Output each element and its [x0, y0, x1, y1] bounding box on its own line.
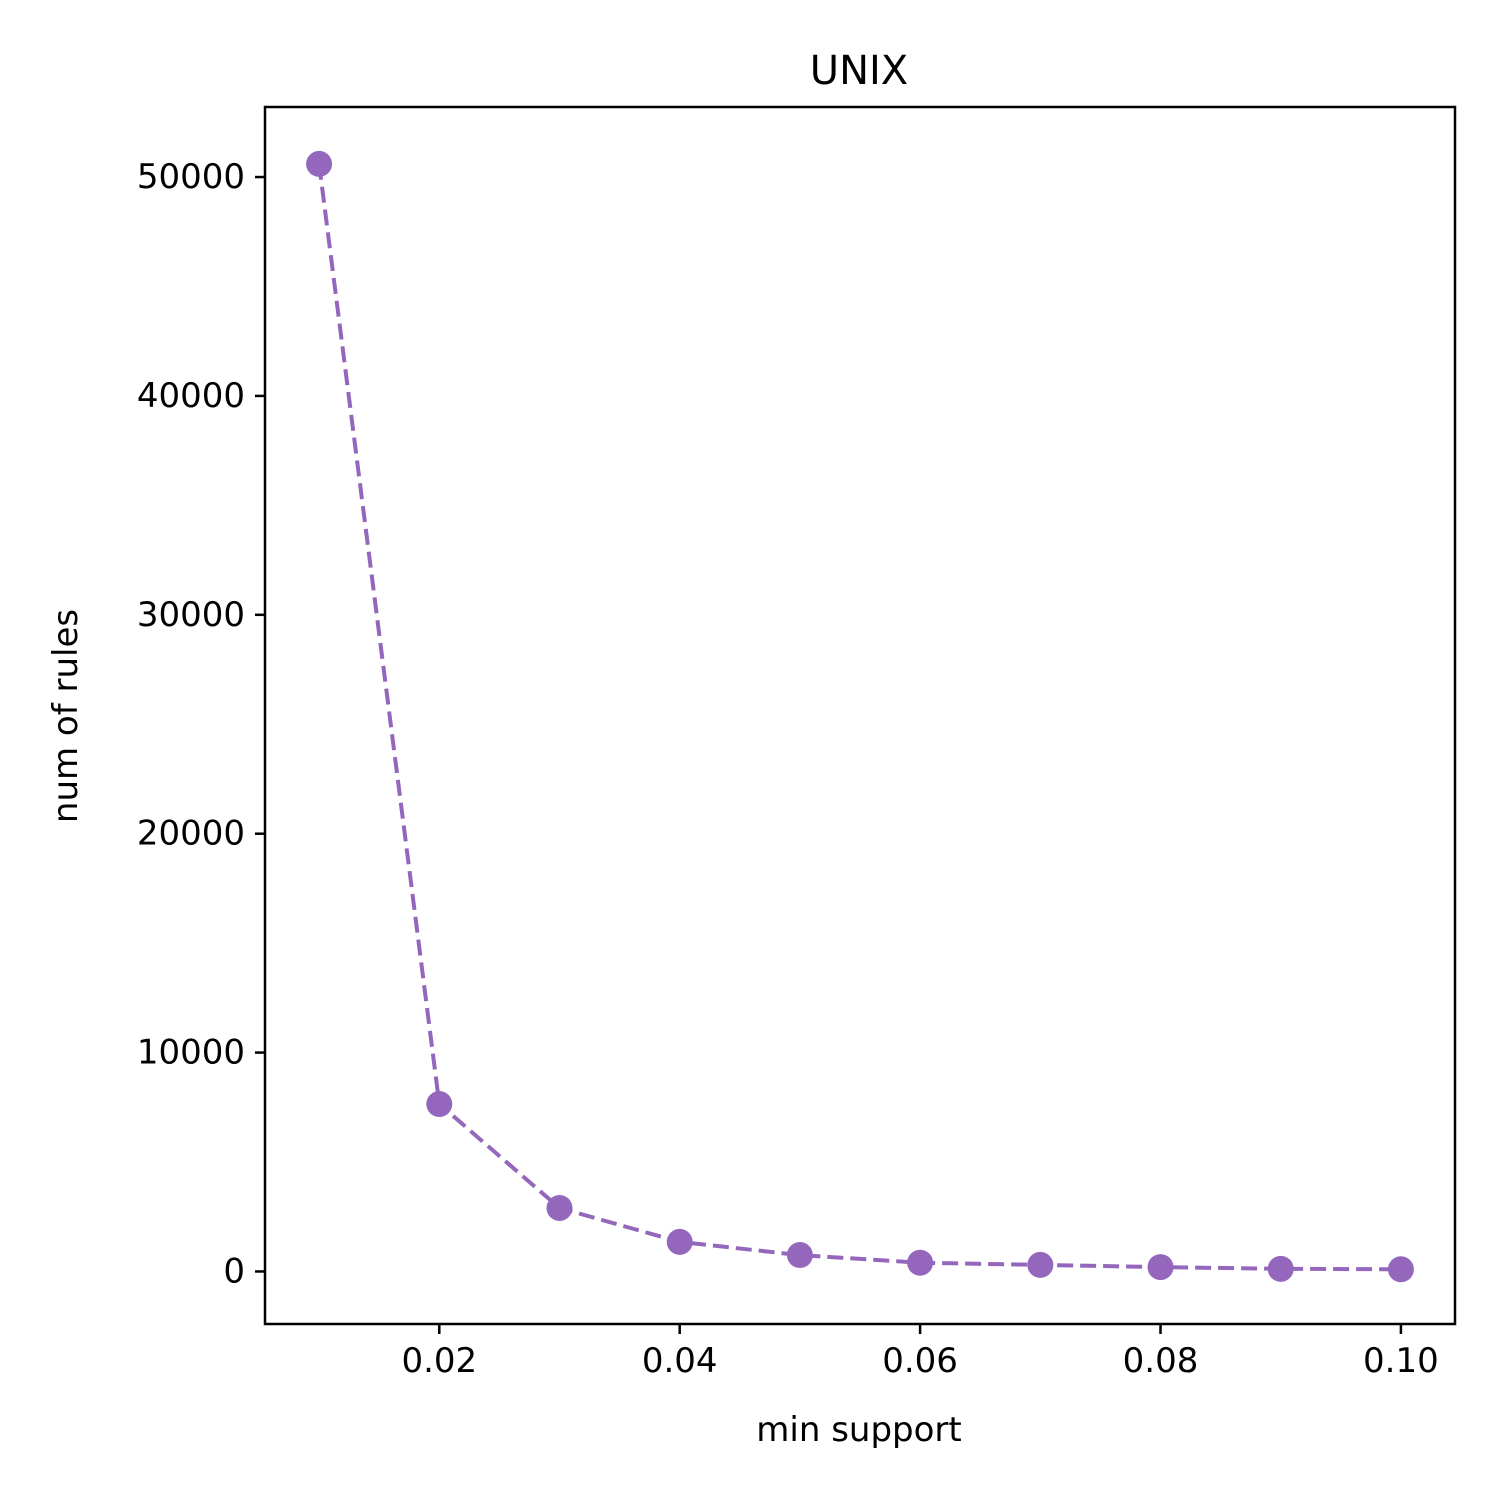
x-axis-label: min support	[756, 1410, 961, 1450]
y-tick-label: 30000	[137, 595, 245, 635]
data-point	[786, 1242, 813, 1269]
series-line	[317, 163, 1401, 1272]
data-point	[907, 1249, 934, 1276]
x-tick-label: 0.10	[1363, 1341, 1439, 1381]
y-tick-label: 0	[223, 1251, 245, 1291]
data-point	[1027, 1251, 1054, 1278]
data-point	[1267, 1255, 1294, 1282]
data-point	[306, 150, 333, 177]
y-axis-label: num of rules	[46, 609, 86, 823]
y-tick-label: 20000	[137, 814, 245, 854]
y-axis: 0 10000 20000 30000 40000 50000	[137, 157, 265, 1291]
x-tick-label: 0.06	[882, 1341, 958, 1381]
y-tick-label: 50000	[137, 157, 245, 197]
chart-title: UNIX	[810, 48, 908, 94]
data-point	[1387, 1256, 1414, 1283]
series-group	[306, 150, 1414, 1283]
x-tick-label: 0.02	[401, 1341, 477, 1381]
x-axis: 0.02 0.04 0.06 0.08 0.10	[401, 1324, 1439, 1381]
x-tick-label: 0.04	[642, 1341, 718, 1381]
data-point	[1147, 1254, 1174, 1281]
y-tick-label: 40000	[137, 376, 245, 416]
data-point	[666, 1228, 693, 1255]
data-point	[546, 1194, 573, 1221]
data-point	[426, 1091, 453, 1118]
plot-area	[263, 105, 1457, 1326]
y-tick-label: 10000	[137, 1033, 245, 1073]
x-tick-label: 0.08	[1123, 1341, 1199, 1381]
